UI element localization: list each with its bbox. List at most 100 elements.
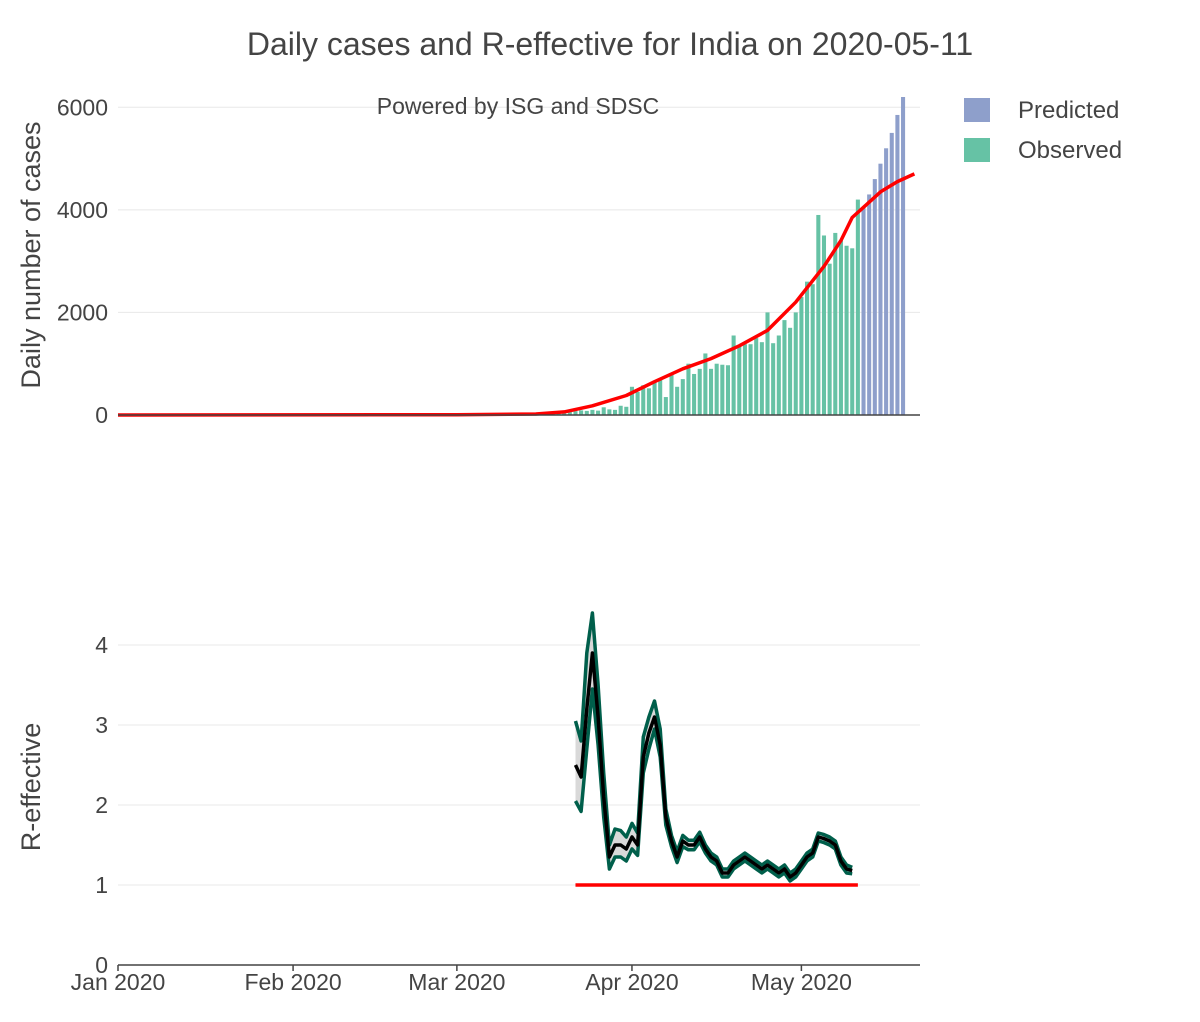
observed-bar [782, 320, 787, 415]
observed-bar [612, 409, 618, 415]
cases-y-tick-label: 2000 [57, 299, 108, 325]
observed-bar [793, 312, 798, 415]
observed-bar [748, 344, 753, 415]
observed-bar [663, 397, 668, 415]
observed-bar [675, 386, 680, 415]
observed-bar [833, 232, 838, 415]
predicted-bar [884, 148, 889, 415]
observed-bar [641, 385, 646, 415]
observed-bar [562, 412, 567, 415]
predicted-bar [872, 179, 877, 415]
observed-bar [799, 297, 804, 415]
cases-bars [533, 97, 906, 416]
observed-bar [765, 312, 770, 415]
observed-bar [850, 248, 855, 415]
observed-bar [771, 343, 776, 415]
reff-lower-bound [573, 687, 853, 883]
x-tick-label: Feb 2020 [244, 969, 341, 995]
reff-median-line [573, 651, 853, 879]
legend-item-predicted[interactable]: Predicted [964, 97, 1119, 124]
reff-y-tick-label: 0 [95, 952, 108, 978]
observed-bar [697, 368, 702, 415]
x-tick-label: Apr 2020 [585, 969, 678, 995]
trend-line [117, 172, 916, 417]
observed-bar [658, 379, 663, 415]
reff-upper-bound [573, 611, 853, 875]
observed-bar [573, 411, 578, 415]
reff-series [573, 611, 858, 887]
reff-y-tick-label: 3 [95, 712, 108, 738]
predicted-bar [878, 163, 883, 415]
legend-item-observed[interactable]: Observed [964, 137, 1122, 164]
observed-bar [584, 410, 589, 415]
observed-bar [601, 407, 606, 415]
reff-y-ticks: 0 1 2 3 4 [95, 632, 108, 978]
observed-bar [827, 263, 832, 415]
cases-y-tick-label: 6000 [57, 94, 108, 120]
observed-bar [816, 214, 821, 415]
x-tick-label: May 2020 [751, 969, 852, 995]
observed-bar [714, 363, 719, 415]
observed-bar [720, 364, 725, 415]
observed-bar [567, 411, 572, 415]
chart-title: Daily cases and R-effective for India on… [247, 26, 973, 62]
legend-swatch-observed [964, 138, 990, 162]
legend-swatch-predicted [964, 98, 990, 122]
x-tick-label: Jan 2020 [71, 969, 166, 995]
reff-y-tick-label: 4 [95, 632, 108, 658]
observed-bar [855, 199, 860, 415]
predicted-bar [861, 207, 866, 415]
observed-bar [776, 335, 781, 415]
observed-bar [838, 240, 843, 415]
observed-bar [731, 335, 736, 415]
x-tick-label: Mar 2020 [408, 969, 505, 995]
predicted-bar [895, 114, 900, 416]
observed-bar [725, 365, 731, 415]
reff-gridlines [118, 644, 920, 886]
observed-bar [844, 245, 849, 415]
cases-y-tick-label: 4000 [57, 197, 108, 223]
observed-bar [596, 410, 601, 415]
observed-bar [737, 345, 742, 415]
observed-bar [708, 368, 714, 415]
observed-bar [618, 405, 623, 415]
observed-bar [680, 379, 685, 415]
predicted-bar [901, 97, 906, 415]
observed-bar [590, 409, 595, 415]
cases-gridlines [118, 106, 920, 313]
observed-bar [754, 338, 759, 415]
observed-bar [686, 363, 691, 415]
cases-y-axis-title: Daily number of cases [16, 121, 46, 388]
reff-y-axis-title: R-effective [16, 723, 46, 852]
observed-bar [821, 235, 827, 415]
observed-bar [652, 381, 657, 415]
cases-trend [117, 172, 916, 417]
legend[interactable]: Predicted Observed [964, 97, 1122, 164]
observed-bar [646, 388, 651, 415]
observed-bar [669, 374, 674, 415]
credit-annotation: Powered by ISG and SDSC [377, 93, 660, 119]
reff-y-tick-label: 2 [95, 792, 108, 818]
reff-y-tick-label: 1 [95, 872, 108, 898]
observed-bar [759, 342, 764, 415]
cases-y-ticks: 0 2000 4000 6000 [57, 94, 108, 428]
legend-label-observed: Observed [1018, 137, 1122, 164]
observed-bar [635, 391, 640, 415]
predicted-bar [867, 194, 872, 415]
reff-confidence-band [575, 613, 853, 881]
observed-bar [703, 353, 708, 415]
observed-bar [629, 386, 634, 415]
observed-bar [742, 344, 747, 415]
predicted-bar [889, 132, 894, 415]
observed-bar [788, 327, 793, 415]
observed-bar [805, 281, 810, 415]
observed-bar [692, 373, 697, 415]
observed-bar [579, 410, 584, 415]
legend-label-predicted: Predicted [1018, 97, 1119, 124]
cases-y-tick-label: 0 [95, 402, 108, 428]
x-ticks: Jan 2020 Feb 2020 Mar 2020 Apr 2020 May 2020 [71, 965, 852, 995]
observed-bar [810, 284, 815, 415]
observed-bar [607, 409, 612, 415]
observed-bar [624, 406, 629, 415]
